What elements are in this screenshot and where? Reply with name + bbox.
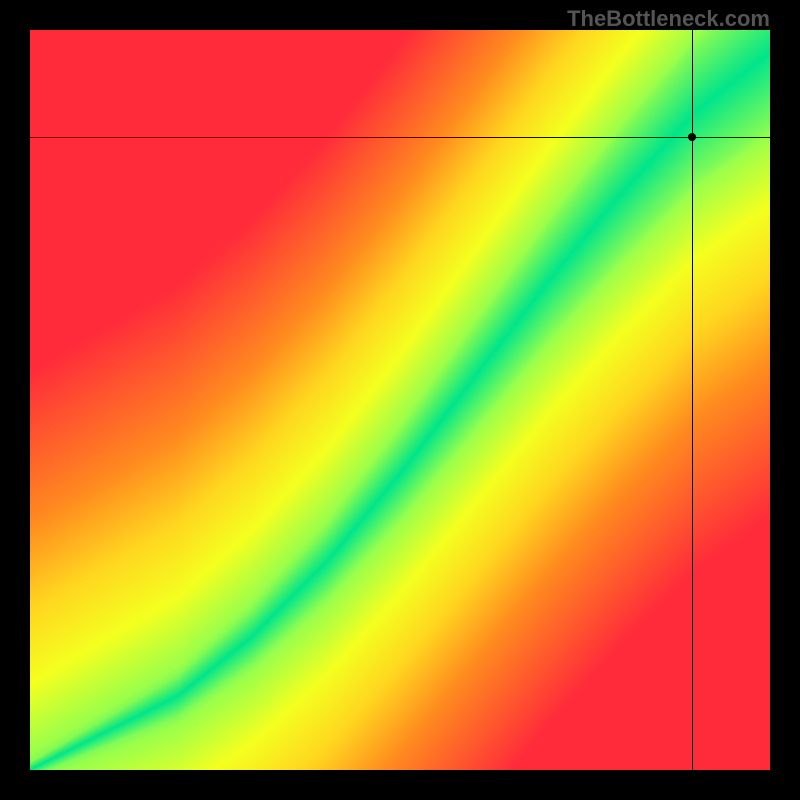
crosshair-marker: [688, 133, 696, 141]
bottleneck-heatmap: [30, 30, 770, 770]
watermark-text: TheBottleneck.com: [567, 6, 770, 32]
crosshair-horizontal: [30, 137, 770, 138]
heatmap-canvas: [30, 30, 770, 770]
